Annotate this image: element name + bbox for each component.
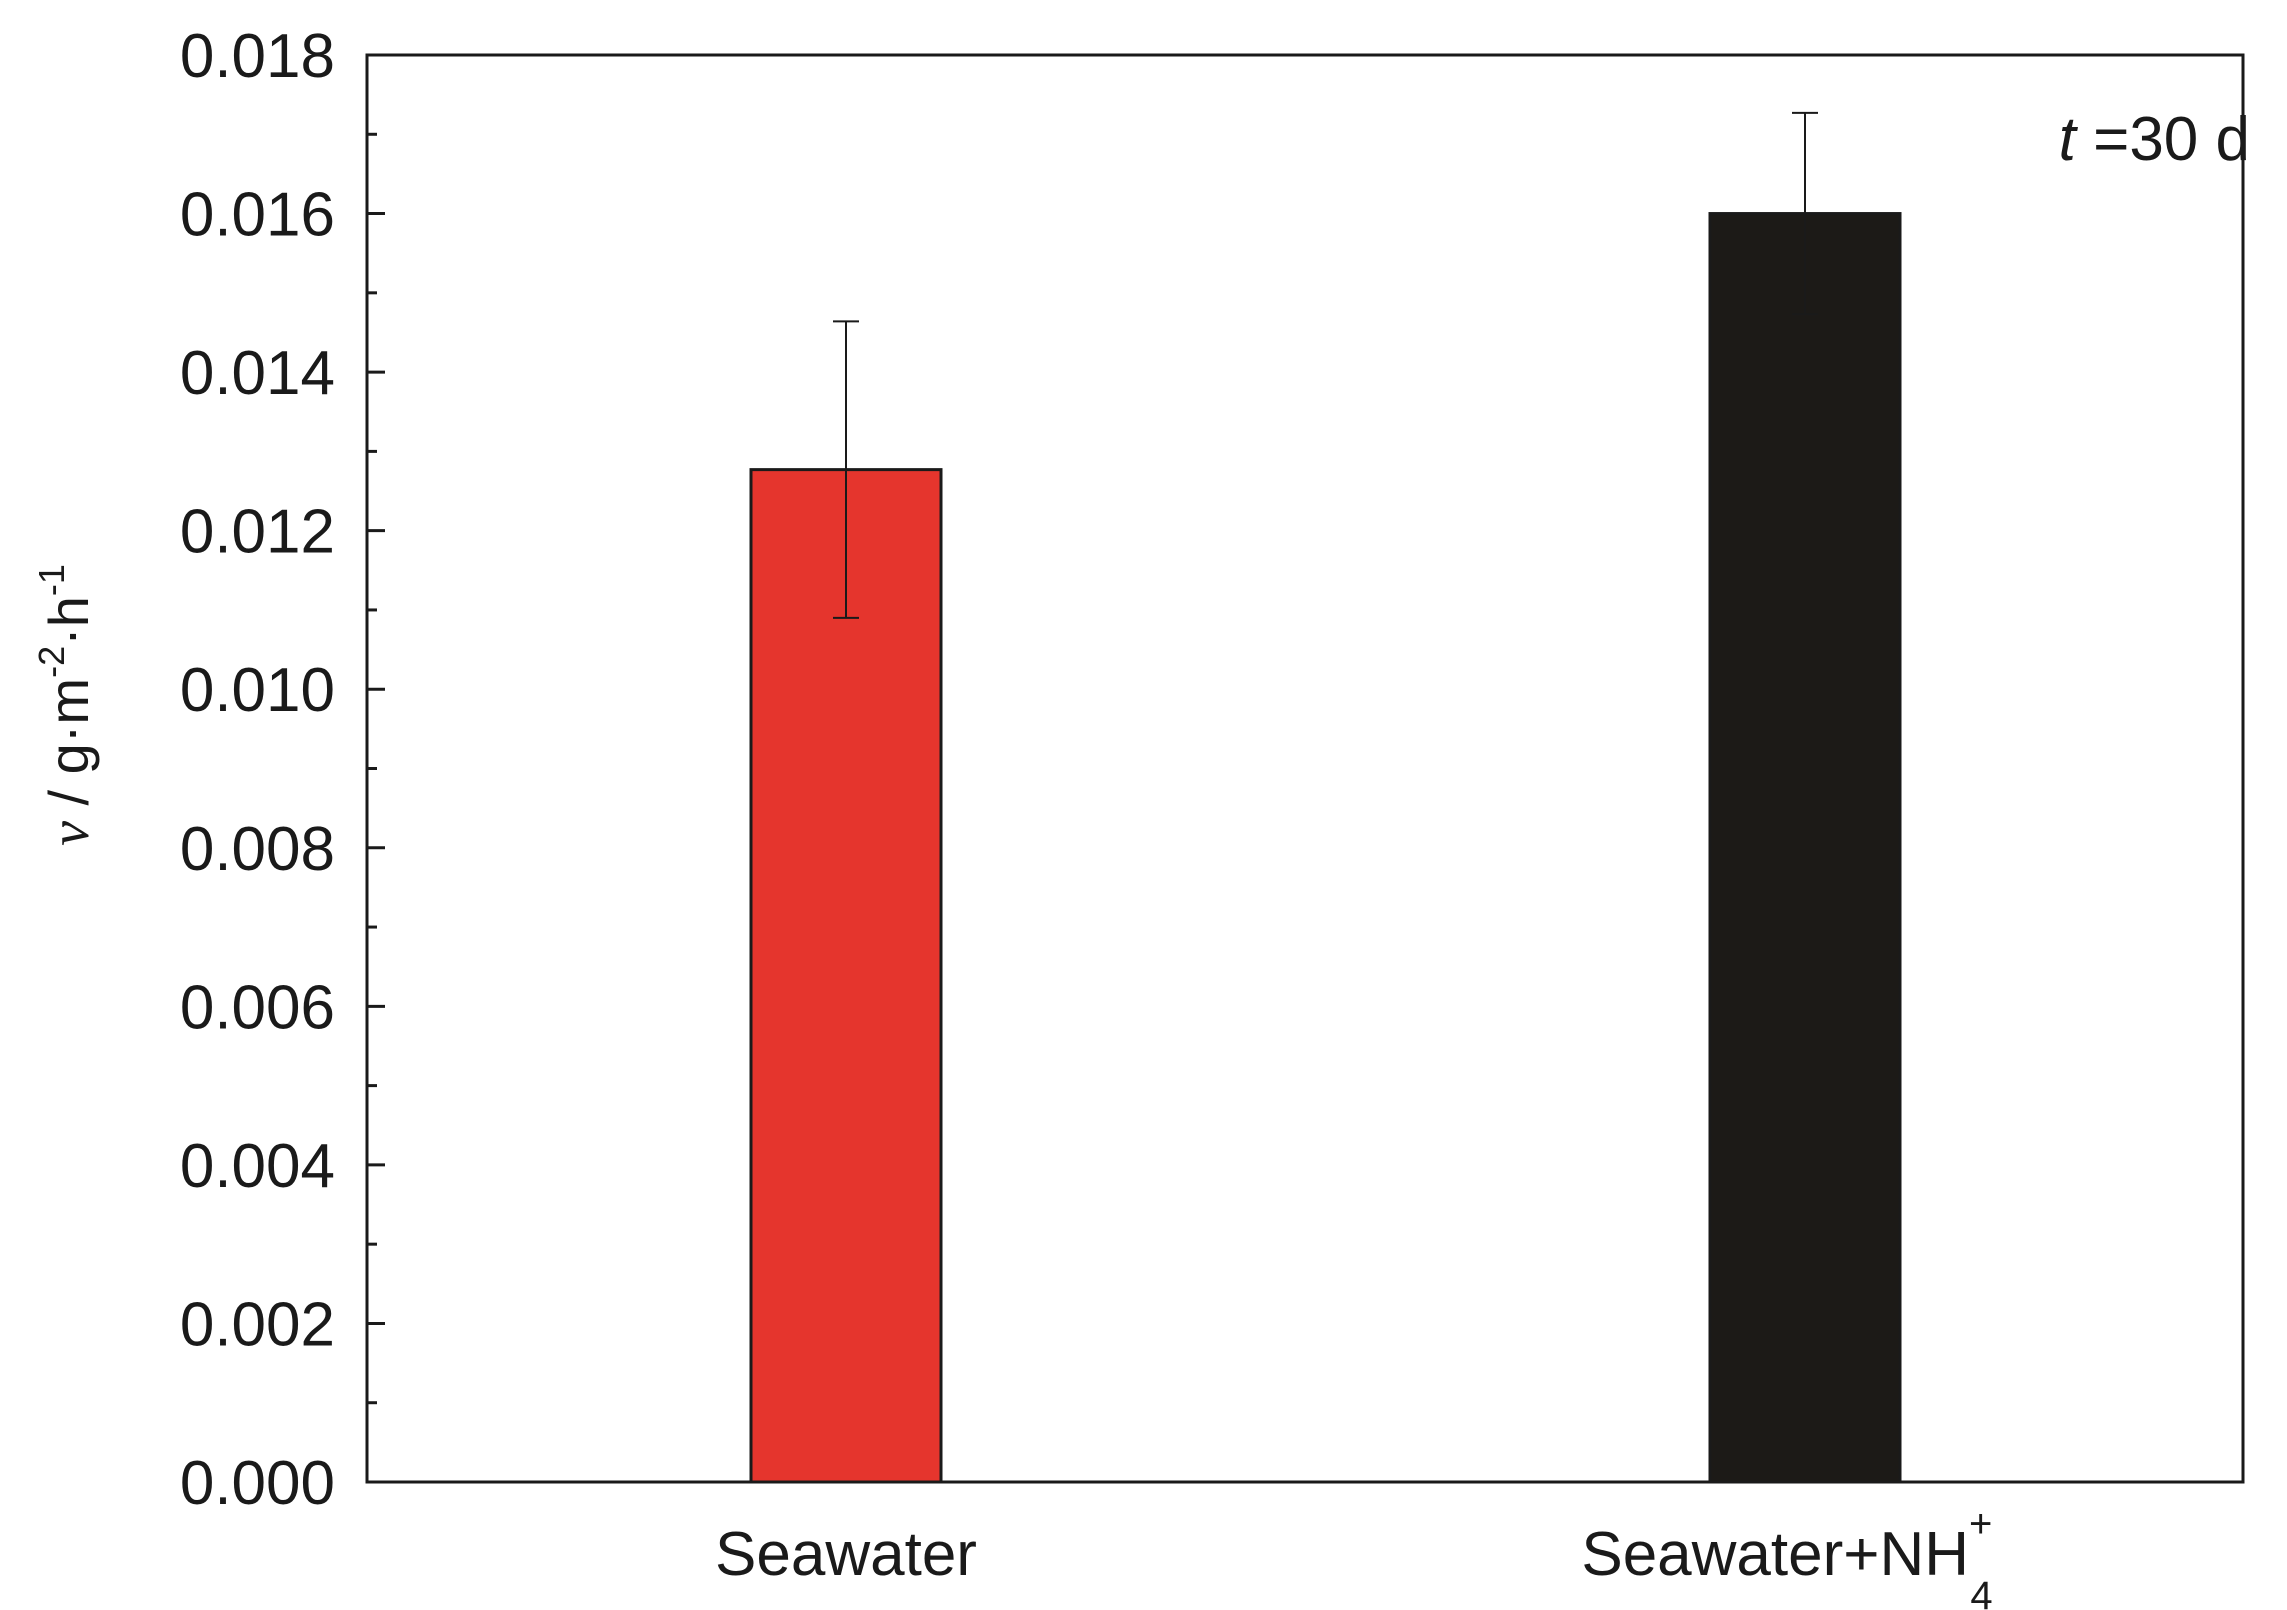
bar [749,468,943,1484]
bar [1708,212,1902,1484]
error-bar [833,320,859,619]
x-axis-labels: Seawater Seawater+NH+ 4 [715,1502,1993,1610]
y-tick-label: 0.010 [180,656,335,725]
y-tick-label: 0.008 [180,815,335,884]
error-bar [1792,111,1818,316]
plot-frame [365,53,2245,1484]
x-category-label: Seawater [715,1520,977,1589]
y-tick-label: 0.012 [180,498,335,567]
y-tick-label: 0.004 [180,1132,335,1201]
y-axis-label: ν / g·m-2·h-1 [31,564,101,846]
time-annotation: t =30 d [2059,105,2250,174]
y-tick-label: 0.016 [180,181,335,250]
y-tick-label: 0.000 [180,1449,335,1518]
y-tick-label: 0.018 [180,22,335,91]
y-tick-label: 0.006 [180,973,335,1042]
error-bars-group [833,111,1818,619]
y-axis-ticks: 0.000 0.002 0.004 0.006 0.008 0.010 0.012 0.014… [180,22,385,1518]
y-tick-label: 0.002 [180,1290,335,1359]
bars-group [749,212,1902,1484]
x-category-label: Seawater+NH+ 4 [1581,1502,1992,1610]
y-tick-label: 0.014 [180,339,335,408]
